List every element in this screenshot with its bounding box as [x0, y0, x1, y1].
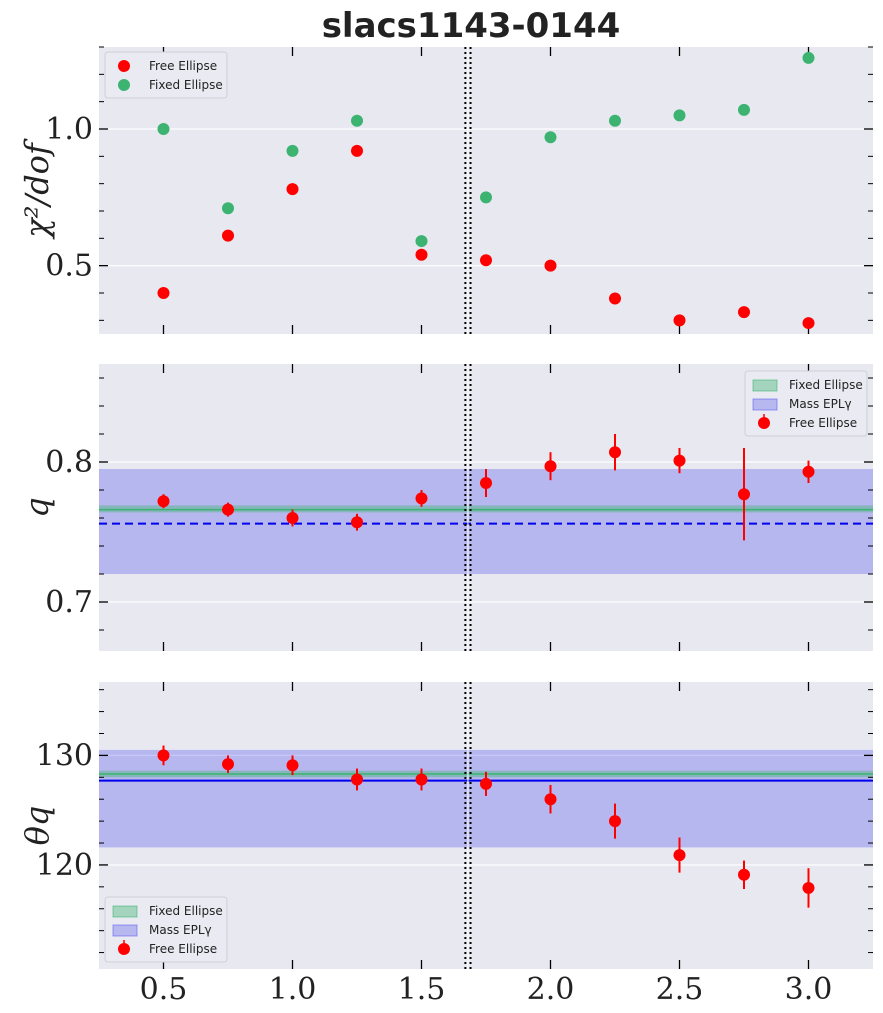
- free-ellipse-point: [157, 749, 170, 762]
- fixed-ellipse-point: [802, 51, 815, 64]
- y-axis-label: χ²/dof: [18, 138, 56, 240]
- y-axis-label: q: [18, 497, 56, 517]
- free-ellipse-point: [480, 477, 492, 489]
- free-ellipse-point: [351, 773, 363, 786]
- legend-fixed-ellipse-swatch: [752, 379, 778, 392]
- legend: Fixed Ellipse Mass EPLγ Free Ellipse: [744, 370, 868, 437]
- free-ellipse-point: [222, 229, 234, 242]
- free-ellipse-point: [673, 849, 686, 862]
- legend-mass-swatch: [752, 398, 778, 411]
- free-ellipse-point: [673, 314, 686, 327]
- legend-label: Free Ellipse: [789, 416, 857, 430]
- free-ellipse-point: [222, 503, 234, 516]
- legend-free-ellipse-marker: [118, 943, 130, 955]
- legend-free-ellipse-marker: [118, 60, 130, 72]
- free-ellipse-point: [738, 868, 750, 881]
- free-ellipse-point: [609, 446, 621, 459]
- legend-label: Fixed Ellipse: [149, 78, 223, 92]
- free-ellipse-point: [609, 815, 621, 828]
- free-ellipse-point: [738, 306, 750, 319]
- free-ellipse-point: [415, 248, 428, 261]
- x-tick-label: 1.0: [269, 972, 317, 1007]
- free-ellipse-point: [222, 758, 234, 771]
- legend-label: Fixed Ellipse: [149, 904, 223, 918]
- free-ellipse-point: [544, 259, 557, 272]
- y-tick-label: 1.0: [45, 112, 93, 147]
- free-ellipse-point: [738, 488, 750, 501]
- legend-label: Free Ellipse: [149, 59, 217, 73]
- free-ellipse-point: [480, 777, 492, 790]
- fixed-ellipse-point: [286, 144, 299, 157]
- x-tick-label: 0.5: [140, 972, 188, 1007]
- free-ellipse-point: [351, 516, 363, 529]
- x-tick-label: 2.0: [527, 972, 575, 1007]
- fixed-ellipse-point: [609, 114, 621, 127]
- legend-label: Mass EPLγ: [149, 923, 212, 937]
- legend: Free Ellipse Fixed Ellipse: [104, 51, 228, 99]
- free-ellipse-point: [415, 773, 428, 786]
- free-ellipse-point: [480, 254, 492, 267]
- fixed-ellipse-point: [157, 123, 170, 135]
- free-ellipse-point: [157, 495, 170, 508]
- panel-chi2: 0.5 1.0χ²/dof Free Ellipse Fixed Ellipse: [18, 46, 873, 334]
- y-tick-label: 0.8: [45, 445, 93, 480]
- x-tick-label: 1.5: [398, 972, 446, 1007]
- y-tick-label: 0.7: [45, 585, 93, 620]
- x-tick-label: 3.0: [785, 972, 833, 1007]
- mass-band: [99, 749, 873, 848]
- legend-free-ellipse-marker: [758, 417, 770, 429]
- fixed-ellipse-point: [351, 114, 363, 127]
- legend-box: [104, 896, 228, 963]
- x-tick-label: 2.5: [656, 972, 704, 1007]
- free-ellipse-point: [544, 793, 557, 806]
- legend-box: [104, 51, 228, 99]
- free-ellipse-point: [286, 759, 299, 772]
- free-ellipse-point: [802, 465, 815, 478]
- legend-label: Fixed Ellipse: [789, 378, 863, 392]
- fixed-ellipse-point: [738, 103, 750, 116]
- y-tick-label: 0.5: [45, 249, 93, 284]
- free-ellipse-point: [802, 881, 815, 894]
- fixed-ellipse-point: [415, 235, 428, 248]
- figure-title: slacs1143-0144: [322, 6, 621, 46]
- free-ellipse-point: [415, 492, 428, 505]
- plot-area: [99, 47, 873, 334]
- y-axis-label: θq: [18, 806, 56, 846]
- free-ellipse-point: [802, 317, 815, 330]
- free-ellipse-point: [286, 183, 299, 196]
- free-ellipse-point: [544, 460, 557, 473]
- legend-mass-swatch: [112, 924, 138, 937]
- free-ellipse-point: [286, 512, 299, 524]
- legend: Fixed Ellipse Mass EPLγ Free Ellipse: [104, 896, 228, 963]
- legend-label: Free Ellipse: [149, 942, 217, 956]
- legend-fixed-ellipse-swatch: [112, 905, 138, 918]
- y-tick-label: 120: [36, 848, 93, 883]
- legend-label: Mass EPLγ: [789, 397, 852, 411]
- legend-fixed-ellipse-marker: [118, 79, 130, 91]
- free-ellipse-point: [157, 287, 170, 299]
- legend-box: [744, 370, 868, 437]
- free-ellipse-point: [609, 292, 621, 305]
- fixed-ellipse-point: [222, 202, 234, 215]
- plot-area: [99, 682, 873, 969]
- panel-theta: 120 130 θq Fixed Ellipse Mass EPLγ Free Ellip…: [18, 682, 873, 1007]
- fixed-ellipse-point: [673, 109, 686, 122]
- fixed-ellipse-point: [480, 191, 492, 204]
- y-tick-label: 130: [36, 738, 93, 773]
- panel-q: 0.7 0.8 q Fixed Ellipse Mass EPLγ Free Ellips…: [18, 364, 873, 651]
- free-ellipse-point: [351, 144, 363, 157]
- free-ellipse-point: [673, 454, 686, 467]
- fixed-ellipse-point: [544, 131, 557, 144]
